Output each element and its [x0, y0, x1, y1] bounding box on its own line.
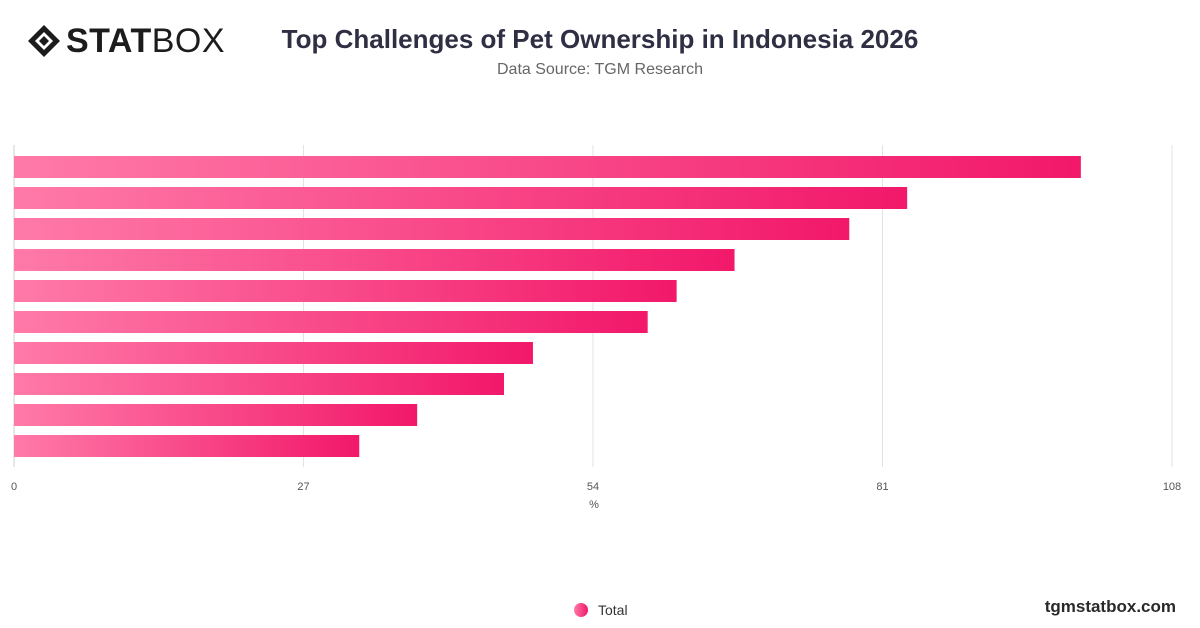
- legend[interactable]: Total: [574, 602, 628, 618]
- bar[interactable]: [14, 280, 677, 302]
- logo-wordmark: STATBOX: [66, 22, 226, 60]
- x-tick-label: 27: [297, 481, 309, 493]
- legend-label: Total: [598, 602, 628, 618]
- diamond-logo-icon: [28, 25, 60, 57]
- bar[interactable]: [14, 342, 533, 364]
- bar[interactable]: [14, 156, 1081, 178]
- chart-subtitle: Data Source: TGM Research: [496, 61, 703, 78]
- bars: [14, 156, 1081, 457]
- x-tick-label: 54: [587, 481, 599, 493]
- legend-swatch-icon: [574, 603, 588, 617]
- statbox-logo: STATBOX: [26, 22, 225, 60]
- x-tick-label: 81: [876, 481, 888, 493]
- chart-title: Top Challenges of Pet Ownership in Indon…: [281, 24, 919, 54]
- bar[interactable]: [14, 187, 908, 209]
- bar[interactable]: [14, 311, 648, 333]
- bar[interactable]: [14, 435, 360, 457]
- bar[interactable]: [14, 373, 505, 395]
- x-axis-label: %: [589, 499, 599, 511]
- bar[interactable]: [14, 249, 735, 271]
- bar[interactable]: [14, 404, 418, 426]
- site-url: tgmstatbox.com: [1044, 597, 1176, 616]
- x-tick-label: 108: [1163, 481, 1181, 493]
- x-tick-label: 0: [11, 481, 17, 493]
- x-axis-ticks: 0 27 54 81 108: [11, 481, 1181, 493]
- bar[interactable]: [14, 218, 850, 240]
